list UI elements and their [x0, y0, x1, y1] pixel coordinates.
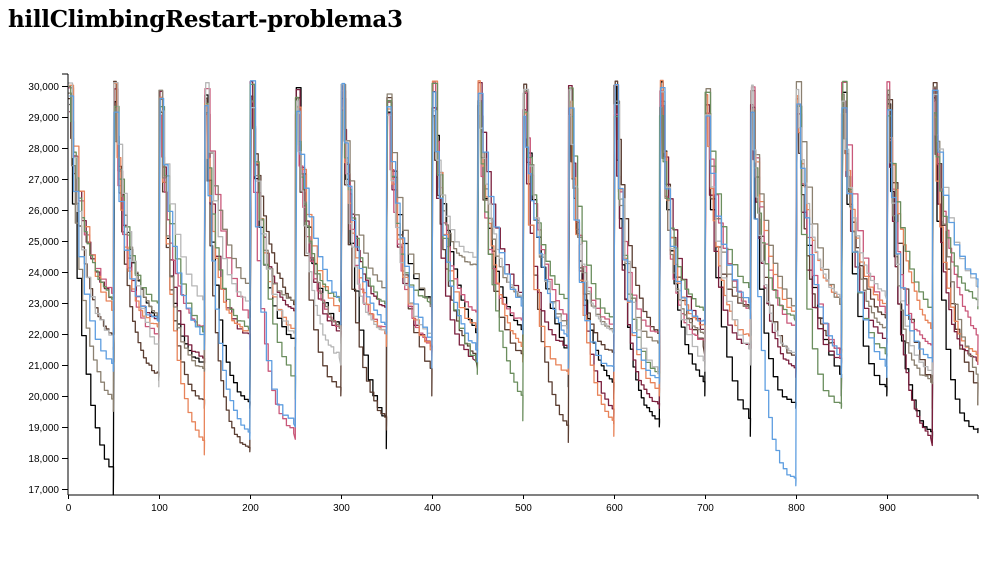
y-tick-label: 18,000	[28, 454, 59, 465]
x-tick-label: 100	[151, 503, 168, 514]
x-tick-label: 0	[66, 503, 72, 514]
x-tick-label: 500	[515, 503, 532, 514]
x-tick-label: 200	[242, 503, 259, 514]
x-tick-label: 400	[424, 503, 441, 514]
series-layer	[68, 79, 979, 496]
y-tick-label: 22,000	[28, 330, 59, 341]
x-tick-label: 600	[606, 503, 623, 514]
series-line-9	[69, 80, 979, 487]
y-tick-label: 20,000	[28, 392, 59, 403]
y-tick-label: 29,000	[28, 113, 59, 124]
series-line-4	[68, 81, 979, 440]
y-tick-label: 30,000	[28, 82, 59, 93]
y-tick-label: 17,000	[28, 485, 59, 496]
y-tick-label: 23,000	[28, 299, 59, 310]
x-tick-label: 800	[788, 503, 805, 514]
y-tick-label: 24,000	[28, 268, 59, 279]
y-tick-label: 27,000	[28, 175, 59, 186]
x-tick-label: 700	[697, 503, 714, 514]
y-tick-label: 25,000	[28, 237, 59, 248]
y-tick-label: 28,000	[28, 144, 59, 155]
series-line-7	[68, 80, 979, 422]
y-tick-label: 19,000	[28, 423, 59, 434]
chart-title: hillClimbingRestart-problema3	[8, 6, 403, 33]
y-tick-label: 26,000	[28, 206, 59, 217]
y-tick-label: 21,000	[28, 361, 59, 372]
axes: 17,000 18,000 19,000 20,000 21,000 22,000 23,0…	[28, 73, 979, 514]
x-tick-label: 900	[879, 503, 896, 514]
x-tick-label: 300	[333, 503, 350, 514]
